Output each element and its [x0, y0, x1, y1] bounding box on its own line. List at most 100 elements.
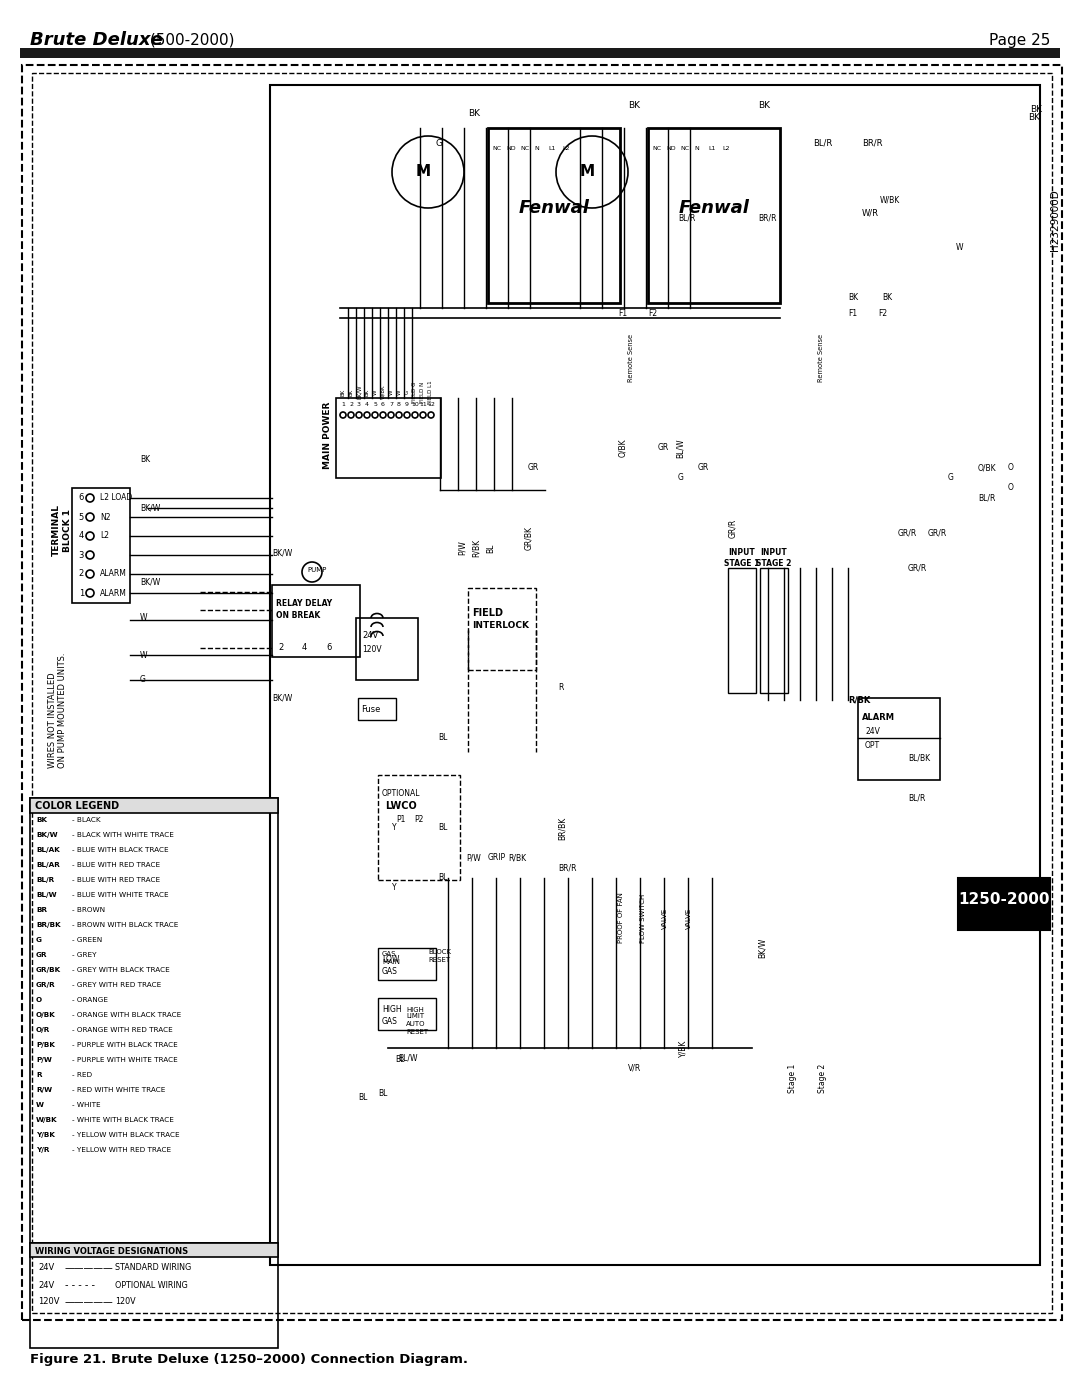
Text: BK: BK	[848, 293, 859, 303]
Bar	[22, 66, 1062, 1320]
Bar	[356, 617, 418, 680]
Text: Y/BK: Y/BK	[36, 1132, 55, 1139]
Bar	[357, 698, 396, 719]
Text: P2: P2	[414, 816, 423, 824]
Text: FLOW SWITCH: FLOW SWITCH	[640, 893, 646, 943]
Text: - PURPLE WITH BLACK TRACE: - PURPLE WITH BLACK TRACE	[72, 1042, 178, 1048]
Bar	[30, 1243, 278, 1348]
Text: F2: F2	[878, 309, 887, 317]
Text: P/BK: P/BK	[36, 1042, 55, 1048]
Text: R/BK: R/BK	[508, 854, 526, 862]
Text: 2: 2	[278, 644, 283, 652]
Text: - BROWN WITH BLACK TRACE: - BROWN WITH BLACK TRACE	[72, 922, 178, 928]
Text: GR: GR	[698, 464, 710, 472]
Text: OPT: OPT	[865, 742, 880, 750]
Text: BK: BK	[36, 817, 48, 823]
Text: - BLUE WITH RED TRACE: - BLUE WITH RED TRACE	[72, 877, 160, 883]
Bar	[378, 775, 460, 880]
Text: W: W	[396, 390, 402, 395]
Text: MAIN POWER: MAIN POWER	[324, 401, 333, 468]
Bar	[378, 949, 436, 981]
Text: 3: 3	[357, 402, 361, 408]
Bar	[728, 569, 756, 693]
Text: PROOF OF FAN: PROOF OF FAN	[618, 893, 624, 943]
Text: BK: BK	[340, 388, 346, 395]
Text: P1: P1	[396, 816, 405, 824]
Text: Y/BK: Y/BK	[678, 1039, 687, 1056]
Text: R: R	[558, 683, 564, 693]
Text: BL: BL	[438, 733, 447, 742]
Text: AUTO
RESET: AUTO RESET	[406, 1021, 428, 1035]
Text: GR/R: GR/R	[908, 563, 928, 573]
Text: 1: 1	[79, 588, 84, 598]
Text: 8: 8	[397, 402, 401, 408]
Bar	[30, 798, 278, 1243]
Text: M: M	[416, 165, 431, 179]
Text: BL/R: BL/R	[813, 138, 833, 148]
Text: BR/R: BR/R	[558, 863, 577, 873]
Text: (500-2000): (500-2000)	[145, 32, 234, 47]
Text: ALARM: ALARM	[100, 588, 126, 598]
Text: BL: BL	[438, 823, 447, 833]
Text: FIELD G: FIELD G	[413, 381, 418, 402]
Text: - BLUE WITH WHITE TRACE: - BLUE WITH WHITE TRACE	[72, 893, 168, 898]
Text: Fuse: Fuse	[361, 705, 380, 714]
Text: 24V: 24V	[38, 1281, 54, 1289]
Text: INPUT
STAGE 2: INPUT STAGE 2	[756, 548, 792, 567]
Text: F2: F2	[648, 309, 657, 317]
Text: Y: Y	[392, 823, 396, 833]
Text: —————: —————	[65, 1296, 113, 1308]
Text: BK/W: BK/W	[758, 937, 767, 958]
Text: FIELD L1: FIELD L1	[429, 380, 433, 404]
Text: W: W	[140, 613, 148, 623]
Text: N2: N2	[100, 513, 110, 521]
Text: BLOCK
RESET: BLOCK RESET	[428, 950, 451, 963]
Text: Fenwal: Fenwal	[678, 198, 750, 217]
Text: N: N	[534, 145, 539, 151]
Text: BR/R: BR/R	[862, 138, 882, 148]
Text: BK/W: BK/W	[140, 503, 160, 513]
Text: TERMINAL
BLOCK 1: TERMINAL BLOCK 1	[52, 504, 71, 556]
Text: GR: GR	[528, 464, 539, 472]
Text: GR/R: GR/R	[36, 982, 56, 988]
Text: - BLACK: - BLACK	[72, 817, 100, 823]
Bar	[760, 569, 788, 693]
Text: ND: ND	[666, 145, 676, 151]
Text: Y/R: Y/R	[36, 1147, 50, 1153]
Text: BR/R: BR/R	[758, 214, 777, 222]
Text: G: G	[436, 138, 443, 148]
Text: W: W	[140, 651, 148, 659]
Text: BL: BL	[395, 1056, 404, 1065]
Text: GRIP: GRIP	[488, 854, 507, 862]
Text: G: G	[948, 474, 954, 482]
Text: O/BK: O/BK	[36, 1011, 56, 1018]
Text: BK: BK	[140, 455, 150, 464]
Text: W: W	[373, 390, 378, 395]
Bar	[488, 129, 620, 303]
Text: L1: L1	[548, 145, 555, 151]
Text: - YELLOW WITH RED TRACE: - YELLOW WITH RED TRACE	[72, 1147, 171, 1153]
Text: F1: F1	[618, 309, 627, 317]
Text: Fenwal: Fenwal	[518, 198, 590, 217]
Text: - BLUE WITH BLACK TRACE: - BLUE WITH BLACK TRACE	[72, 847, 168, 854]
Text: BK/W: BK/W	[140, 577, 160, 587]
Text: BK/W: BK/W	[356, 384, 362, 400]
Text: P/W: P/W	[36, 1058, 52, 1063]
Text: O: O	[1008, 464, 1014, 472]
Text: BL: BL	[378, 1088, 388, 1098]
Text: BK: BK	[349, 388, 353, 395]
Text: - YELLOW WITH BLACK TRACE: - YELLOW WITH BLACK TRACE	[72, 1132, 179, 1139]
Bar	[336, 398, 441, 478]
Text: W: W	[36, 1102, 44, 1108]
Text: G: G	[405, 390, 409, 394]
Text: BK: BK	[1028, 113, 1040, 123]
Text: Brute Deluxe: Brute Deluxe	[30, 31, 163, 49]
Text: INPUT
STAGE 1: INPUT STAGE 1	[725, 548, 759, 567]
Text: 24V: 24V	[362, 630, 378, 640]
Text: G: G	[36, 937, 42, 943]
Text: L2: L2	[100, 531, 109, 541]
Text: BL/R: BL/R	[978, 493, 996, 503]
Text: 3: 3	[79, 550, 84, 560]
Bar	[378, 997, 436, 1030]
Text: COLOR LEGEND: COLOR LEGEND	[35, 800, 119, 812]
